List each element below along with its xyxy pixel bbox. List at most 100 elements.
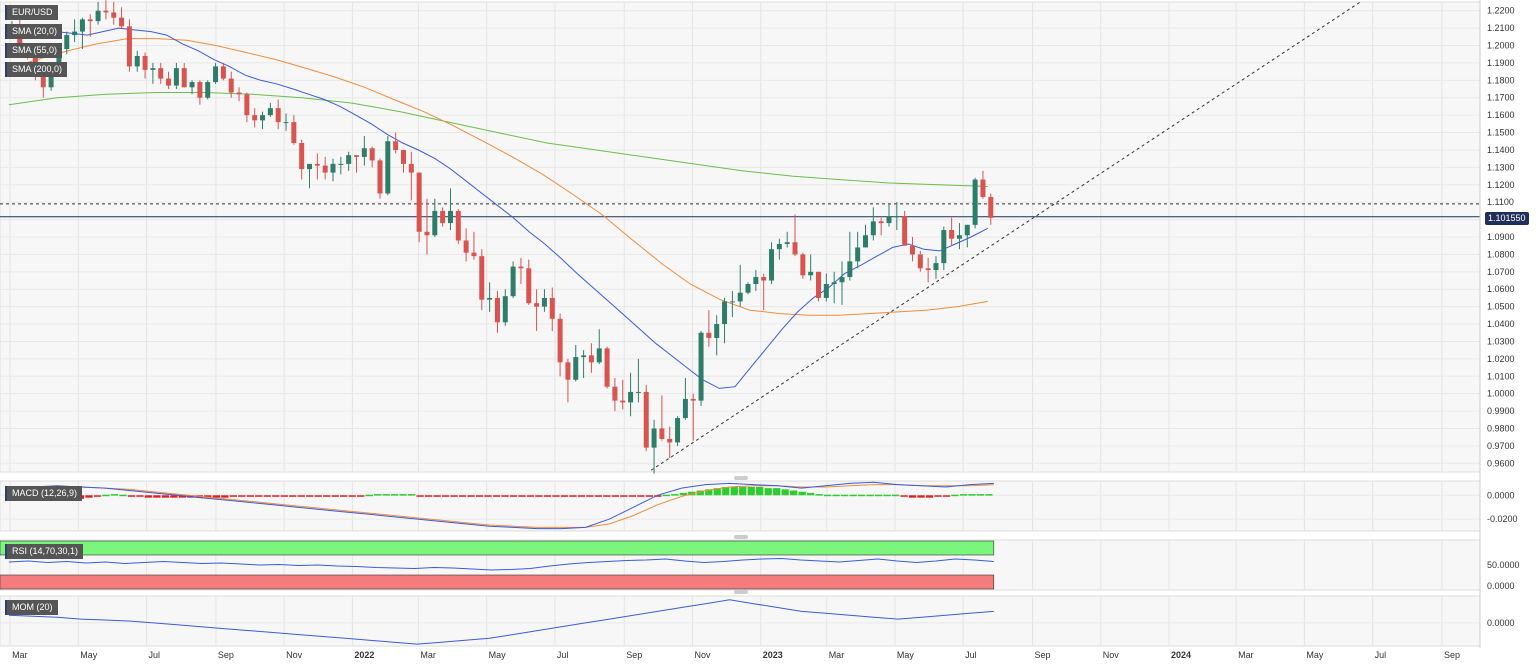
candle-body [620,400,626,403]
y-tick-label: 1.1700 [1487,93,1515,103]
pane-resize-handle[interactable] [734,535,748,539]
macd-histogram-bar [280,495,288,497]
candle-body [416,172,422,232]
macd-histogram-bar [951,494,959,497]
y-tick-label: 1.0200 [1487,354,1515,364]
candle-body [307,163,313,170]
candle-body [925,268,931,271]
macd-histogram-bar [390,494,399,496]
y-tick-label: 1.0300 [1487,336,1515,346]
macd-histogram-bar [458,495,467,497]
macd-histogram-bar [705,489,713,496]
candle-body [847,261,853,278]
candle-body [502,296,508,323]
candle-body [205,82,211,98]
last-price-badge: 1.101550 [1485,212,1529,225]
macd-histogram-bar [348,495,356,497]
sma55-line [8,38,988,316]
macd-histogram-bar [671,494,679,496]
candle-body [737,292,743,302]
candle-body [800,254,806,276]
candle-body [612,386,618,401]
y-tick-label: 1.1400 [1487,145,1515,155]
macd-label[interactable]: MACD (12,26,9) [5,486,83,501]
macd-histogram-bar [603,495,611,497]
macd-histogram-bar [662,494,670,497]
macd-histogram-bar [739,486,747,496]
x-tick-label: May [897,650,915,660]
macd-histogram-bar [730,486,738,496]
candle-body [189,82,195,88]
macd-histogram-bar [798,491,806,496]
candle-body [103,10,109,13]
macd-histogram-bar [891,494,900,497]
macd-histogram-bar [823,494,832,497]
sma20-label[interactable]: SMA (20,0) [5,24,63,39]
macd-histogram-bar [874,494,883,497]
candle-body [690,398,696,401]
candle-body [604,348,610,387]
candle-body [722,301,728,325]
x-tick-label: May [80,650,98,660]
candle-body [134,55,140,67]
candle-body [886,216,892,224]
macd-signal-line [8,484,994,528]
macd-histogram-bar [246,495,254,497]
candle-body [299,143,305,170]
macd-histogram-bar [620,495,628,497]
sma55-label[interactable]: SMA (55,0) [5,43,63,58]
macd-histogram-bar [306,495,314,497]
macd-histogram-bar [297,495,305,497]
y-tick-label: 1.0100 [1487,371,1515,381]
candle-body [369,148,375,161]
candle-body [479,256,485,300]
rsi-oversold-zone [0,574,995,590]
y-tick-label: 0.9600 [1487,458,1515,468]
y-tick-label: 1.1600 [1487,110,1515,120]
candle-body [173,68,179,86]
candle-body [353,155,359,157]
pane-resize-handle[interactable] [734,590,748,594]
x-tick-label: Sep [218,650,234,660]
macd-histogram-bar [119,494,127,497]
macd-histogram-bar [917,495,925,498]
candle-body [79,19,85,32]
x-tick-label: May [489,650,507,660]
candle-body [643,391,649,448]
macd-histogram-bar [900,495,908,497]
rsi-label[interactable]: RSI (14,70,30,1) [5,544,84,559]
macd-histogram-bar [840,494,849,497]
macd-histogram-bar [110,494,119,496]
macd-histogram-bar [959,494,968,496]
candle-body [588,355,594,363]
candle-body [87,19,93,22]
candle-body [510,266,516,297]
candle-body [197,82,203,98]
macd-histogram-bar [942,495,951,497]
pane-resize-handle[interactable] [734,476,748,480]
macd-histogram-bar [272,495,280,497]
macd-histogram-bar [178,495,187,498]
candle-body [675,418,681,443]
candle-body [111,12,117,18]
macd-histogram-bar [569,495,577,497]
candle-body [659,428,665,439]
rsi-overbought-zone [0,540,995,556]
macd-histogram-bar [102,494,110,497]
macd-histogram-bar [857,494,866,497]
sma200-label[interactable]: SMA (200,0) [5,62,68,77]
macd-histogram-bar [416,495,424,497]
candle-body [494,297,500,323]
macd-histogram-bar [136,495,144,497]
candle-body [220,66,226,79]
mom-label[interactable]: MOM (20) [5,600,58,615]
momentum-line [8,599,994,645]
candle-body [651,428,657,448]
sma20-line [8,27,989,389]
macd-histogram-bar [357,495,365,497]
candle-body [346,155,352,164]
macd-histogram-bar [586,495,594,497]
y-tick-label: 1.1900 [1487,58,1515,68]
symbol-label[interactable]: EUR/USD [5,5,58,20]
